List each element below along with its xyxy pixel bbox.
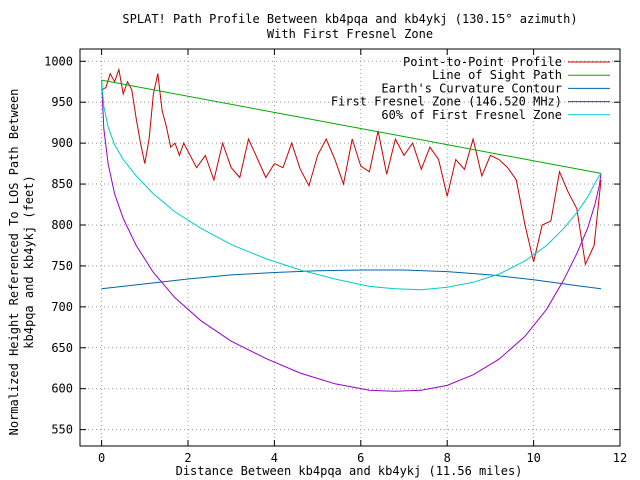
- x-tick-label: 8: [444, 451, 451, 465]
- y-tick-label: 950: [51, 95, 73, 109]
- legend-label-5: 60% of First Fresnel Zone: [381, 108, 562, 122]
- y-tick-label: 800: [51, 218, 73, 232]
- series-line-4: [101, 80, 602, 392]
- y-axis-label-line1: Normalized Height Referenced To LOS Path…: [7, 89, 21, 436]
- legend-label-3: Earth's Curvature Contour: [381, 81, 562, 95]
- x-tick-label: 12: [613, 451, 627, 465]
- plot-frame: [79, 48, 621, 447]
- axes-layer: 550 600 650 700 750 800 850 900 950 1000 0 2 4 6 8 10 12: [44, 48, 627, 465]
- series-line-5: [101, 80, 602, 291]
- legend-label-1: Point-to-Point Profile: [403, 55, 562, 69]
- y-tick-label: 550: [51, 423, 73, 437]
- y-tick-label: 850: [51, 177, 73, 191]
- x-tick-label: 0: [98, 451, 105, 465]
- y-tick-label: 900: [51, 136, 73, 150]
- x-tick-label: 6: [357, 451, 364, 465]
- series-line-3: [101, 269, 602, 290]
- x-tick-label: 4: [271, 451, 278, 465]
- y-tick-label: 650: [51, 341, 73, 355]
- y-tick-label: 700: [51, 300, 73, 314]
- chart-title-line1: SPLAT! Path Profile Between kb4pqa and k…: [122, 12, 577, 26]
- y-tick-label: 600: [51, 382, 73, 396]
- x-tick-label: 10: [526, 451, 540, 465]
- x-tick-label: 2: [184, 451, 191, 465]
- series-line-2: [101, 79, 602, 174]
- y-tick-label: 750: [51, 259, 73, 273]
- legend-label-2: Line of Sight Path: [432, 68, 562, 82]
- legend-label-4: First Fresnel Zone (146.520 MHz): [331, 95, 562, 109]
- y-tick-label: 1000: [44, 54, 73, 68]
- chart-title-line2: With First Fresnel Zone: [267, 27, 433, 41]
- y-axis-label-line2: kb4pqa and kb4ykj (feet): [22, 175, 36, 348]
- series-layer: [101, 67, 602, 392]
- series-line-1: [101, 67, 602, 267]
- x-axis-label: Distance Between kb4pqa and kb4ykj (11.5…: [176, 464, 523, 478]
